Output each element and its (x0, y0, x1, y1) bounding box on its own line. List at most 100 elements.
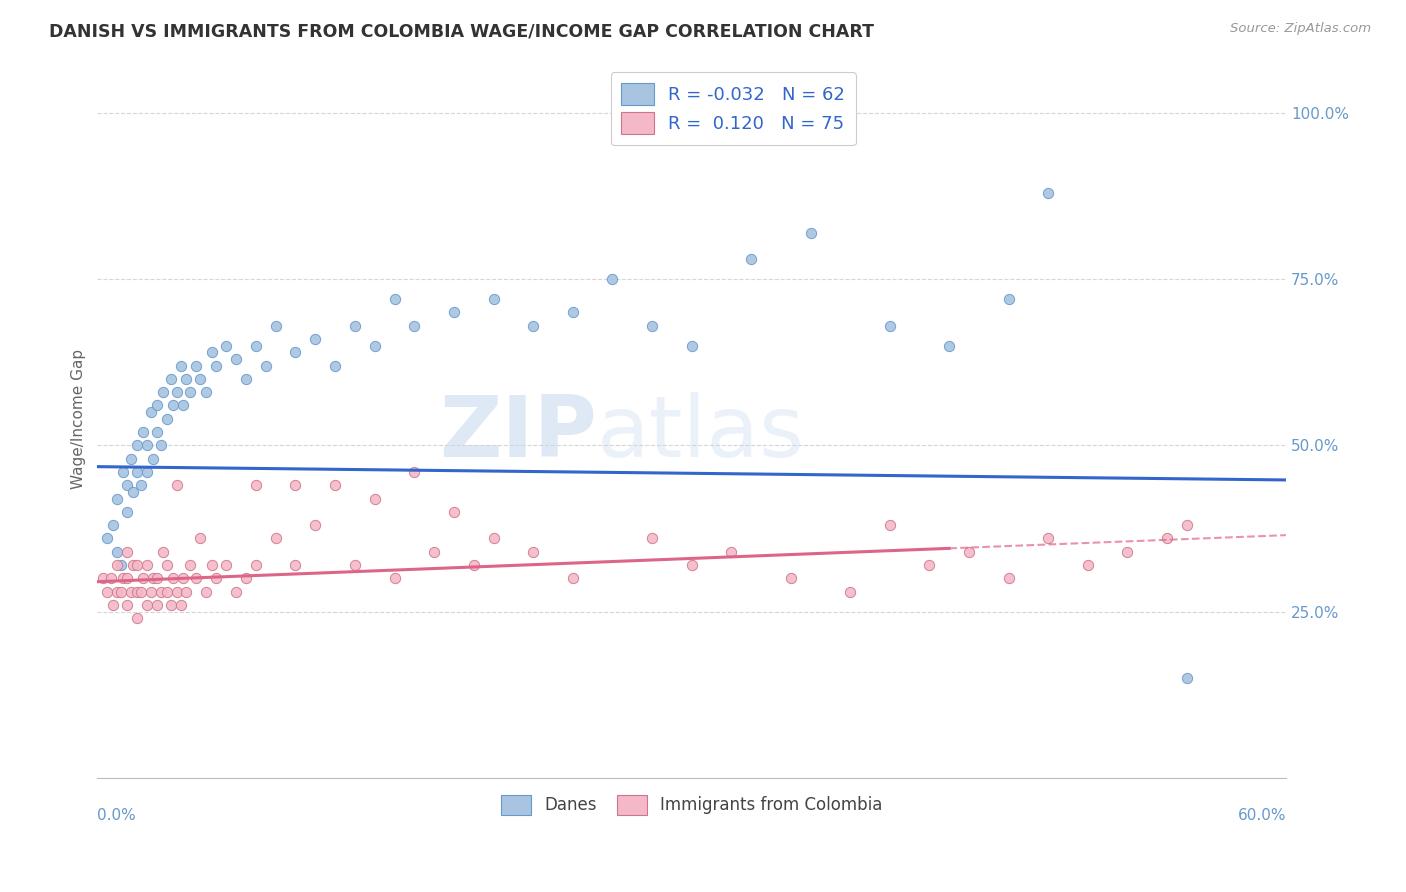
Point (129, 584, 152, 599)
Point (162, 571, 184, 585)
Point (105, 491, 128, 506)
Point (166, 385, 188, 400)
Point (146, 571, 169, 585)
Point (997, 571, 1019, 585)
Point (105, 584, 128, 599)
Point (190, 372, 212, 386)
Point (152, 545, 174, 559)
Point (149, 584, 172, 599)
Point (195, 385, 218, 400)
Point (115, 478, 138, 492)
Point (323, 359, 346, 373)
Point (235, 372, 257, 386)
Point (205, 359, 228, 373)
Point (149, 438, 172, 452)
Point (720, 545, 742, 559)
Point (135, 438, 157, 452)
Point (681, 558, 703, 573)
Point (125, 558, 148, 573)
Point (482, 532, 505, 546)
Point (235, 571, 257, 585)
Point (384, 292, 406, 306)
Point (190, 532, 212, 546)
Point (443, 505, 465, 519)
Point (156, 584, 179, 599)
Point (179, 385, 201, 400)
Point (176, 372, 198, 386)
Point (186, 359, 208, 373)
Point (100, 571, 122, 585)
Point (423, 545, 446, 559)
Point (159, 598, 181, 612)
Point (186, 571, 208, 585)
Text: ZIP: ZIP (439, 392, 596, 475)
Point (245, 338, 267, 352)
Point (304, 332, 326, 346)
Point (96, 584, 118, 599)
Point (105, 558, 128, 573)
Point (1116, 545, 1139, 559)
Point (169, 359, 191, 373)
Point (115, 571, 138, 585)
Point (125, 465, 148, 479)
Point (146, 598, 169, 612)
Y-axis label: Wage/Income Gap: Wage/Income Gap (72, 349, 86, 489)
Point (641, 318, 664, 333)
Point (172, 399, 194, 413)
Point (166, 478, 188, 492)
Point (115, 545, 138, 559)
Point (125, 584, 148, 599)
Point (169, 598, 191, 612)
Point (120, 451, 142, 466)
Point (443, 305, 465, 319)
Point (201, 345, 224, 359)
Point (135, 598, 157, 612)
Point (284, 478, 307, 492)
Point (225, 584, 247, 599)
Point (139, 405, 162, 419)
Point (135, 558, 157, 573)
Point (132, 571, 155, 585)
Point (641, 532, 664, 546)
Point (343, 318, 366, 333)
Point (323, 478, 346, 492)
Point (245, 478, 267, 492)
Point (176, 584, 198, 599)
Point (245, 558, 267, 573)
Point (254, 359, 277, 373)
Point (602, 272, 624, 286)
Point (839, 584, 862, 599)
Point (125, 611, 148, 625)
Point (146, 425, 169, 439)
Point (1175, 518, 1198, 533)
Point (122, 558, 145, 573)
Point (225, 351, 247, 366)
Point (156, 411, 179, 425)
Point (957, 545, 980, 559)
Point (1077, 558, 1099, 573)
Point (115, 598, 138, 612)
Point (110, 584, 132, 599)
Text: atlas: atlas (596, 392, 804, 475)
Point (122, 484, 145, 499)
Point (740, 252, 762, 267)
Text: Source: ZipAtlas.com: Source: ZipAtlas.com (1230, 22, 1371, 36)
Point (363, 338, 385, 352)
Point (879, 518, 901, 533)
Point (125, 438, 148, 452)
Point (215, 338, 238, 352)
Point (561, 305, 583, 319)
Point (1038, 532, 1060, 546)
Point (156, 558, 179, 573)
Point (463, 558, 485, 573)
Point (172, 571, 194, 585)
Point (304, 518, 326, 533)
Point (404, 318, 426, 333)
Point (139, 584, 162, 599)
Point (799, 226, 821, 240)
Point (561, 571, 583, 585)
Point (159, 372, 181, 386)
Point (103, 518, 125, 533)
Point (1156, 532, 1178, 546)
Point (120, 584, 142, 599)
